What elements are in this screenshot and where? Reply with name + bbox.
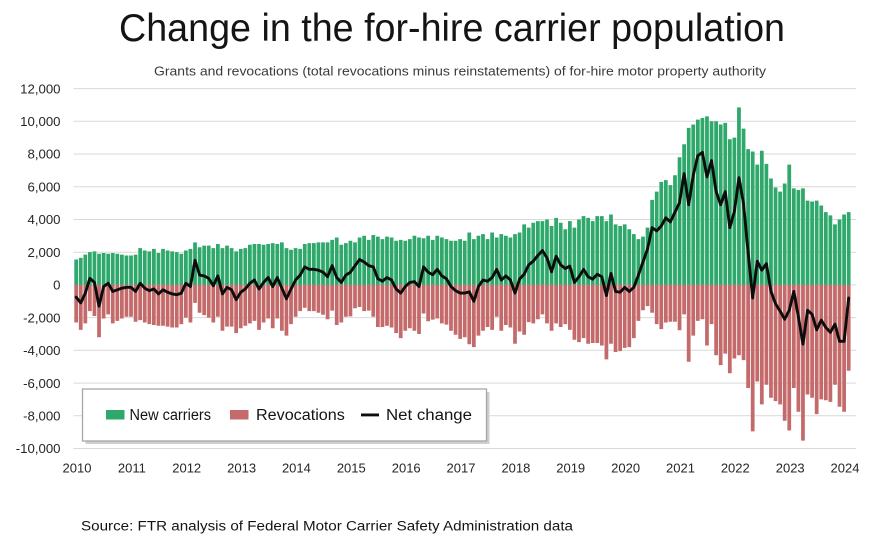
svg-text:2018: 2018 bbox=[501, 461, 530, 476]
svg-text:2,000: 2,000 bbox=[27, 245, 60, 260]
svg-text:Change in the for-hire carrier: Change in the for-hire carrier populatio… bbox=[119, 7, 785, 50]
svg-text:-6,000: -6,000 bbox=[23, 376, 60, 391]
svg-text:-10,000: -10,000 bbox=[16, 441, 61, 456]
svg-text:0: 0 bbox=[53, 278, 60, 293]
svg-text:Grants and revocations (total: Grants and revocations (total revocation… bbox=[154, 64, 767, 79]
svg-text:2021: 2021 bbox=[666, 461, 695, 476]
svg-text:Revocations: Revocations bbox=[256, 407, 345, 424]
svg-text:-2,000: -2,000 bbox=[23, 310, 60, 325]
svg-text:2024: 2024 bbox=[831, 461, 860, 476]
svg-text:4,000: 4,000 bbox=[27, 212, 60, 227]
svg-text:2017: 2017 bbox=[447, 461, 476, 476]
svg-text:2014: 2014 bbox=[282, 461, 311, 476]
svg-text:2022: 2022 bbox=[721, 461, 750, 476]
svg-text:2016: 2016 bbox=[392, 461, 421, 476]
svg-text:-8,000: -8,000 bbox=[23, 409, 60, 424]
svg-text:8,000: 8,000 bbox=[27, 147, 60, 162]
svg-text:2015: 2015 bbox=[337, 461, 366, 476]
svg-text:12,000: 12,000 bbox=[20, 81, 60, 96]
svg-text:2023: 2023 bbox=[776, 461, 805, 476]
svg-text:Source: FTR analysis of Federa: Source: FTR analysis of Federal Motor Ca… bbox=[81, 519, 574, 534]
svg-text:Net change: Net change bbox=[386, 407, 472, 424]
svg-text:2012: 2012 bbox=[172, 461, 201, 476]
svg-text:-4,000: -4,000 bbox=[23, 343, 60, 358]
svg-text:2019: 2019 bbox=[556, 461, 585, 476]
svg-text:2010: 2010 bbox=[63, 461, 92, 476]
svg-text:2020: 2020 bbox=[611, 461, 640, 476]
svg-text:10,000: 10,000 bbox=[20, 114, 60, 129]
svg-text:6,000: 6,000 bbox=[27, 179, 60, 194]
svg-text:2011: 2011 bbox=[118, 461, 146, 476]
svg-text:2013: 2013 bbox=[227, 461, 256, 476]
svg-text:New carriers: New carriers bbox=[130, 407, 212, 424]
